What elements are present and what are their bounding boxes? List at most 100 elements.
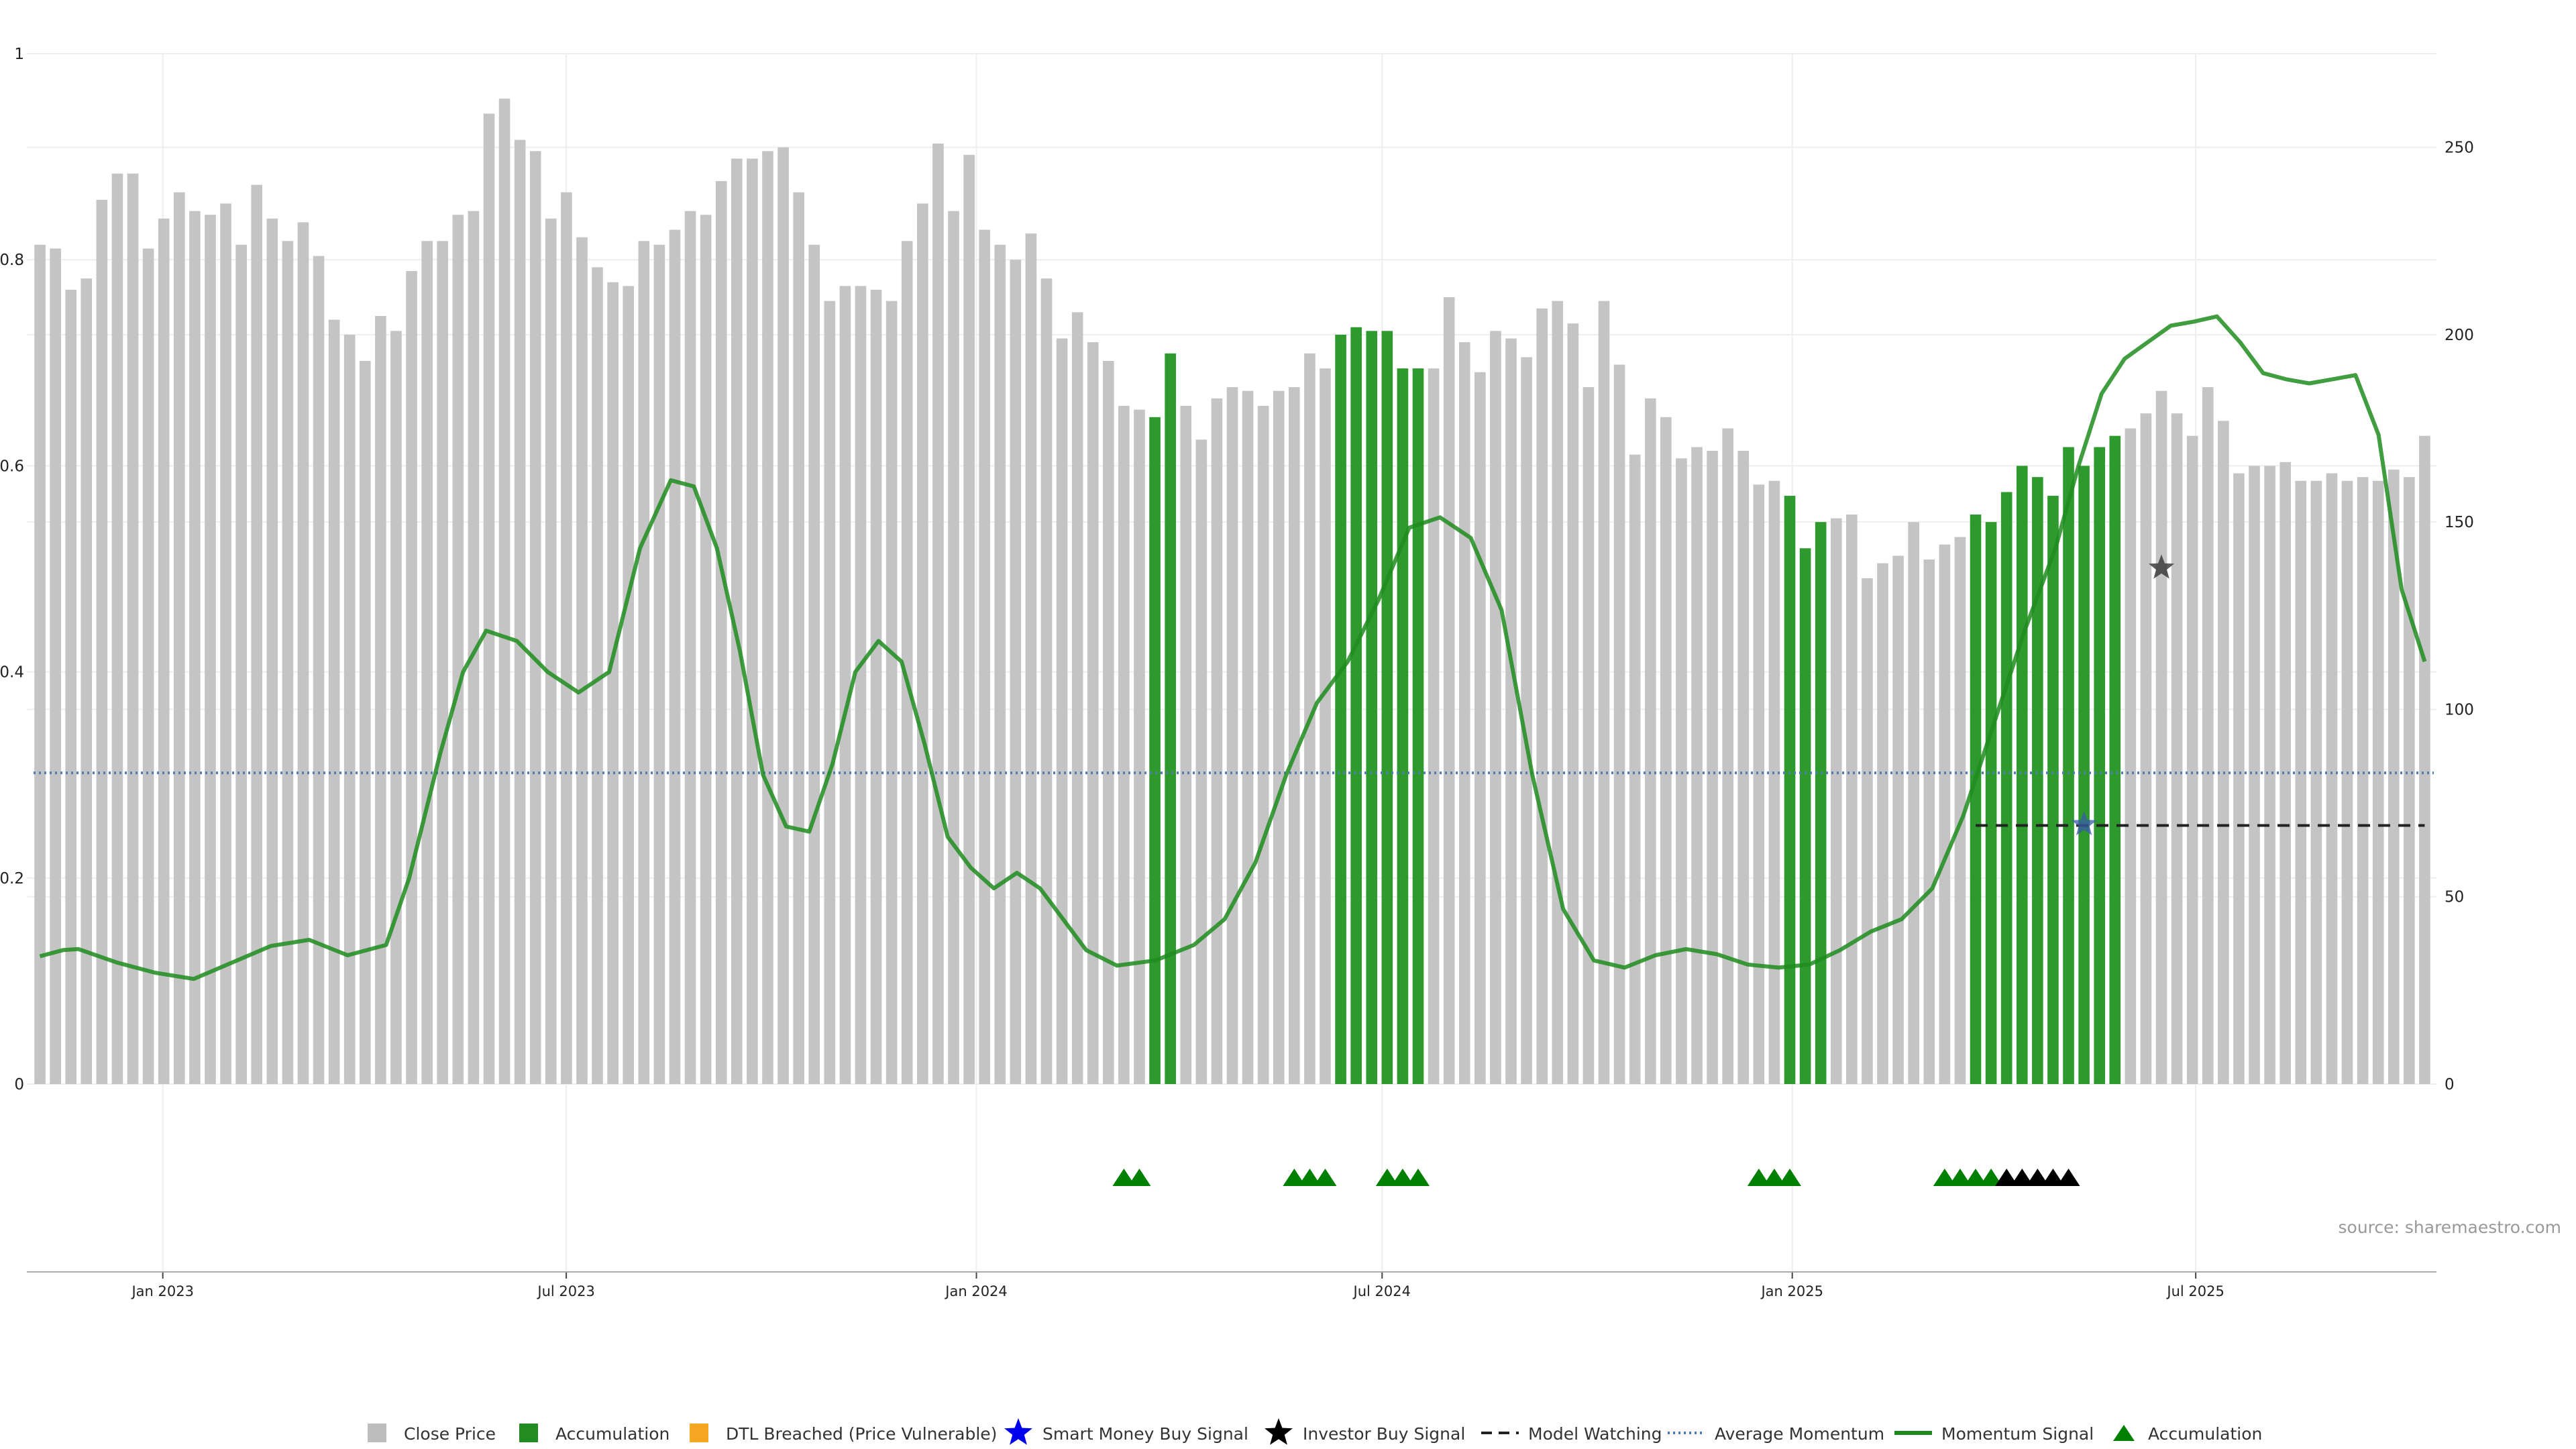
price-bar (979, 229, 990, 1084)
right-tick-label: 250 (2445, 140, 2474, 157)
legend-item: Accumulation (519, 1424, 669, 1444)
price-bar (96, 199, 108, 1084)
legend-star-icon (1004, 1418, 1032, 1445)
x-tick-label: Jul 2025 (2165, 1283, 2224, 1299)
legend-swatch (690, 1424, 708, 1442)
right-tick-label: 200 (2445, 327, 2474, 344)
price-bar (1490, 331, 1501, 1085)
price-bar (1195, 439, 1208, 1084)
price-bar (1892, 555, 1904, 1084)
price-bar (1567, 323, 1579, 1085)
accumulation-bar (1366, 331, 1378, 1085)
accumulation-bar (2000, 492, 2012, 1084)
price-bar (1071, 312, 1083, 1084)
price-bar (2125, 428, 2137, 1084)
price-bar (1273, 390, 1285, 1084)
price-bar (2357, 477, 2369, 1084)
buy-signals (2071, 554, 2175, 836)
accumulation-bar (2109, 435, 2121, 1084)
price-bar (2186, 435, 2198, 1084)
accumulation-bar (1335, 334, 1346, 1085)
accumulation-marker (1747, 1169, 1770, 1186)
price-bar (684, 211, 696, 1084)
legend-item: Investor Buy Signal (1265, 1418, 1465, 1445)
price-bar (421, 241, 433, 1085)
accumulation-bar (2063, 447, 2074, 1084)
legend-star-icon (1265, 1418, 1293, 1445)
price-bar (576, 237, 588, 1085)
price-bar (2202, 387, 2214, 1084)
accumulation-bar (1815, 522, 1827, 1084)
legend-item: Close Price (368, 1424, 496, 1444)
price-bar (994, 244, 1006, 1085)
accumulation-bar (1165, 353, 1176, 1084)
legend: Close Price Accumulation DTL Breached (Pri… (368, 1418, 2262, 1445)
price-bar (483, 113, 495, 1084)
source-note: source: sharemaestro.com (2339, 1218, 2562, 1237)
price-bar (1923, 559, 1935, 1084)
legend-swatch (519, 1424, 538, 1442)
legend-item: Average Momentum (1668, 1424, 1884, 1444)
price-bar (592, 267, 603, 1085)
x-tick-label: Jan 2025 (1760, 1283, 1823, 1299)
price-bar (731, 158, 743, 1085)
price-bar (2218, 421, 2229, 1084)
left-tick-label: 0.6 (0, 458, 24, 475)
price-bar (885, 301, 898, 1084)
legend-swatch (368, 1424, 386, 1442)
left-tick-label: 0.2 (0, 870, 24, 888)
right-tick-label: 150 (2445, 514, 2474, 531)
price-bar (839, 286, 851, 1084)
legend-item: Accumulation (2113, 1424, 2262, 1444)
price-bar (111, 173, 123, 1084)
price-bar (1846, 515, 1858, 1084)
left-tick-label: 1 (14, 46, 24, 63)
price-bar (390, 331, 402, 1085)
legend-item: DTL Breached (Price Vulnerable) (690, 1424, 997, 1444)
right-tick-label: 100 (2445, 701, 2474, 718)
accumulation-marker (2057, 1169, 2080, 1186)
price-bar (824, 301, 836, 1084)
price-bar (1118, 406, 1130, 1084)
price-bar (173, 192, 185, 1084)
price-bar (1644, 398, 1656, 1084)
price-bar (1877, 563, 1888, 1084)
accumulation-marker (2041, 1169, 2065, 1186)
accumulation-bar (1784, 496, 1796, 1084)
price-bar (1103, 361, 1114, 1084)
legend-label: DTL Breached (Price Vulnerable) (726, 1424, 997, 1444)
left-tick-label: 0.4 (0, 664, 24, 682)
price-bar (1134, 409, 1145, 1084)
accumulation-bar (1985, 522, 1997, 1084)
accumulation-bar (1381, 331, 1393, 1085)
price-bar (653, 244, 665, 1085)
legend-label: Close Price (404, 1424, 496, 1444)
x-tick-label: Jul 2024 (1352, 1283, 1411, 1299)
legend-label: Average Momentum (1715, 1424, 1884, 1444)
price-bar (545, 218, 557, 1084)
right-tick-label: 0 (2445, 1076, 2455, 1093)
price-bar (205, 215, 216, 1084)
accumulation-marker (1283, 1169, 1306, 1186)
price-bar (1598, 301, 1610, 1084)
price-bar (282, 241, 294, 1085)
price-bar (963, 154, 975, 1085)
price-bar (529, 151, 541, 1085)
price-bar (1443, 297, 1455, 1084)
price-bar (189, 211, 201, 1084)
smart-money-star (2071, 810, 2097, 836)
legend-label: Accumulation (2148, 1424, 2262, 1444)
accumulation-marker (1778, 1169, 1802, 1186)
price-bar (2404, 477, 2415, 1084)
price-bar (2341, 480, 2353, 1084)
accumulation-marker (1375, 1169, 1399, 1186)
price-bar (1862, 578, 1873, 1084)
accumulation-bar (2078, 466, 2090, 1084)
price-bar (406, 270, 417, 1085)
price-bar (1660, 417, 1672, 1084)
price-bar (2295, 480, 2307, 1084)
price-bar (777, 147, 789, 1085)
investor-star (2149, 554, 2175, 579)
price-bar (2264, 466, 2275, 1084)
